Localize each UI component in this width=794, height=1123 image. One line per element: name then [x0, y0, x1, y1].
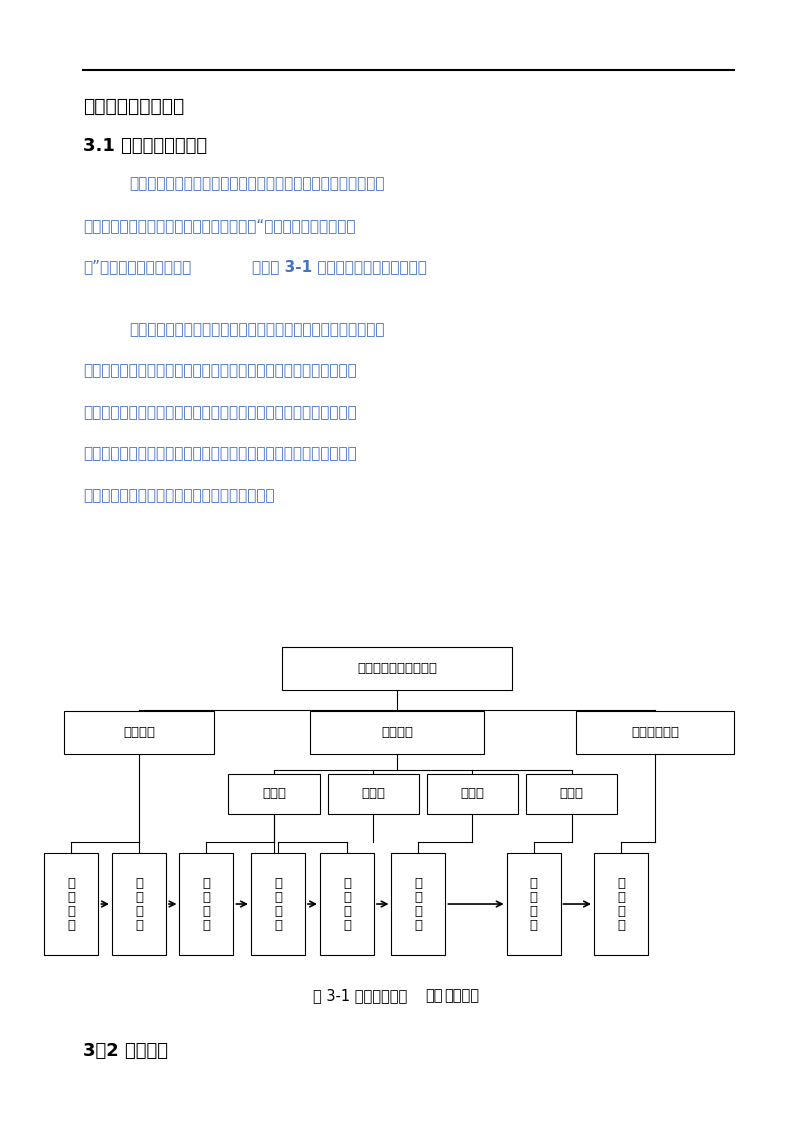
FancyBboxPatch shape [327, 774, 419, 814]
Text: 施工: 施工 [425, 988, 442, 1003]
Text: 碎压区: 碎压区 [461, 787, 484, 801]
Text: 进行测量放样，并用木框或白灰标出，按照“三阶段、四区段、八流: 进行测量放样，并用木框或白灰标出，按照“三阶段、四区段、八流 [83, 218, 356, 232]
FancyBboxPatch shape [44, 853, 98, 955]
Text: 实，保证压路机碎压时，压到路肩而不致滑坡。: 实，保证压路机碎压时，压到路肩而不致滑坡。 [83, 487, 275, 503]
FancyBboxPatch shape [179, 853, 233, 955]
FancyBboxPatch shape [391, 853, 445, 955]
FancyBboxPatch shape [507, 853, 561, 955]
Text: 填料采用推土机滩铺、粗平，平地机整平，局部凹坑和边角地区采用: 填料采用推土机滩铺、粗平，平地机整平，局部凹坑和边角地区采用 [83, 364, 357, 378]
FancyBboxPatch shape [310, 711, 484, 754]
Text: 洒
水
或
晨: 洒 水 或 晨 [343, 877, 351, 931]
Text: 卸料区: 卸料区 [262, 787, 286, 801]
Text: 人工修整，以保证压路机碎压轮表面能基本均匀接触层面进行碎压，: 人工修整，以保证压路机碎压轮表面能基本均匀接触层面进行碎压， [83, 404, 357, 420]
Text: 3.1 施工工艺工艺流程: 3.1 施工工艺工艺流程 [83, 137, 207, 155]
Text: 路
基
修
整: 路 基 修 整 [617, 877, 625, 931]
Text: 路基填筑采用分层填筑施工，施工前对路基中心线、路基边线等: 路基填筑采用分层填筑施工，施工前对路基中心线、路基边线等 [129, 176, 385, 191]
Text: 基
底
处
理: 基 底 处 理 [135, 877, 143, 931]
Text: 平整区: 平整区 [361, 787, 385, 801]
FancyBboxPatch shape [320, 853, 374, 955]
Text: 工艺流程: 工艺流程 [444, 988, 479, 1003]
Text: 机
械
碎
压: 机 械 碎 压 [414, 877, 422, 931]
FancyBboxPatch shape [112, 853, 166, 955]
Text: 卸料区按照自卸车的容量，用白灰划出网格，由专人指挥卸料。: 卸料区按照自卸车的容量，用白灰划出网格，由专人指挥卸料。 [129, 322, 385, 337]
Text: 路基填筑施工工艺流程: 路基填筑施工工艺流程 [357, 661, 437, 675]
FancyBboxPatch shape [64, 711, 214, 754]
FancyBboxPatch shape [427, 774, 518, 814]
Text: 检
验
签
证: 检 验 签 证 [530, 877, 538, 931]
Text: 检测区: 检测区 [560, 787, 584, 801]
Text: 程”的施工工艺组织施工。: 程”的施工工艺组织施工。 [83, 259, 191, 274]
FancyBboxPatch shape [576, 711, 734, 754]
FancyBboxPatch shape [251, 853, 305, 955]
Text: 施工阶段: 施工阶段 [381, 725, 413, 739]
Text: 施
工
准
备: 施 工 准 备 [67, 877, 75, 931]
Text: 三、试验段施工工艺: 三、试验段施工工艺 [83, 97, 185, 116]
Text: 整修验收阶段: 整修验收阶段 [631, 725, 679, 739]
FancyBboxPatch shape [594, 853, 648, 955]
Text: 分
层
填
筑: 分 层 填 筑 [202, 877, 210, 931]
Text: 详见图 3-1 基床底层填筑施工工艺流程: 详见图 3-1 基床底层填筑施工工艺流程 [252, 259, 426, 274]
Text: 图 3-1 基床底层填筑: 图 3-1 基床底层填筑 [313, 988, 407, 1003]
Text: 达到最佳的碎压效果。推土机滩铺整平的同时，并对路肩进行初步压: 达到最佳的碎压效果。推土机滩铺整平的同时，并对路肩进行初步压 [83, 446, 357, 462]
Text: 准备阶段: 准备阶段 [123, 725, 155, 739]
FancyBboxPatch shape [282, 647, 512, 690]
Text: 3．2 测量工作: 3．2 测量工作 [83, 1042, 168, 1060]
FancyBboxPatch shape [526, 774, 617, 814]
FancyBboxPatch shape [229, 774, 319, 814]
Text: 滩
铺
整
平: 滩 铺 整 平 [274, 877, 282, 931]
